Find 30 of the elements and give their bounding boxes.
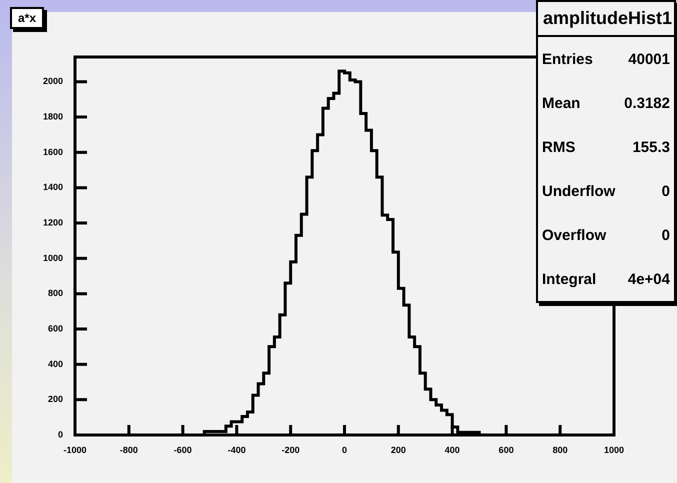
- x-tick-label: 600: [498, 444, 514, 455]
- text: Mean 0.3182: [542, 94, 670, 112]
- y-tick-label: 1200: [42, 218, 63, 228]
- y-tick-label: 2000: [42, 76, 63, 86]
- y-tick-label: 1400: [42, 182, 63, 192]
- y-tick-label: 1600: [42, 146, 63, 157]
- x-tick-label: 200: [390, 444, 406, 455]
- y-tick-label: 1800: [42, 112, 63, 122]
- text: amplitudeHist1: [538, 2, 674, 37]
- x-tick-label: -1000: [63, 444, 87, 455]
- y-tick-label: 1000: [42, 252, 63, 263]
- x-tick-label: 400: [444, 444, 460, 455]
- y-tick-label: 800: [48, 288, 63, 298]
- chart-title: a*x: [10, 7, 44, 29]
- y-tick-label: 400: [48, 358, 63, 369]
- x-tick-label: 0: [342, 444, 348, 455]
- x-tick-label: -600: [174, 444, 192, 455]
- text: Overflow 0: [542, 226, 670, 244]
- x-tick-label: -400: [228, 444, 246, 455]
- text: Entries 40001: [542, 50, 670, 68]
- y-tick-label: 600: [48, 324, 63, 334]
- text: Integral 4e+04: [542, 270, 670, 288]
- text: Underflow 0: [542, 182, 670, 200]
- y-tick-label: 200: [48, 394, 63, 404]
- x-tick-label: -200: [282, 444, 300, 455]
- text: RMS 155.3: [542, 138, 670, 156]
- x-tick-label: 1000: [604, 444, 624, 455]
- x-tick-label: 800: [552, 444, 568, 455]
- x-tick-label: -800: [120, 444, 138, 455]
- y-tick-label: 0: [58, 429, 63, 440]
